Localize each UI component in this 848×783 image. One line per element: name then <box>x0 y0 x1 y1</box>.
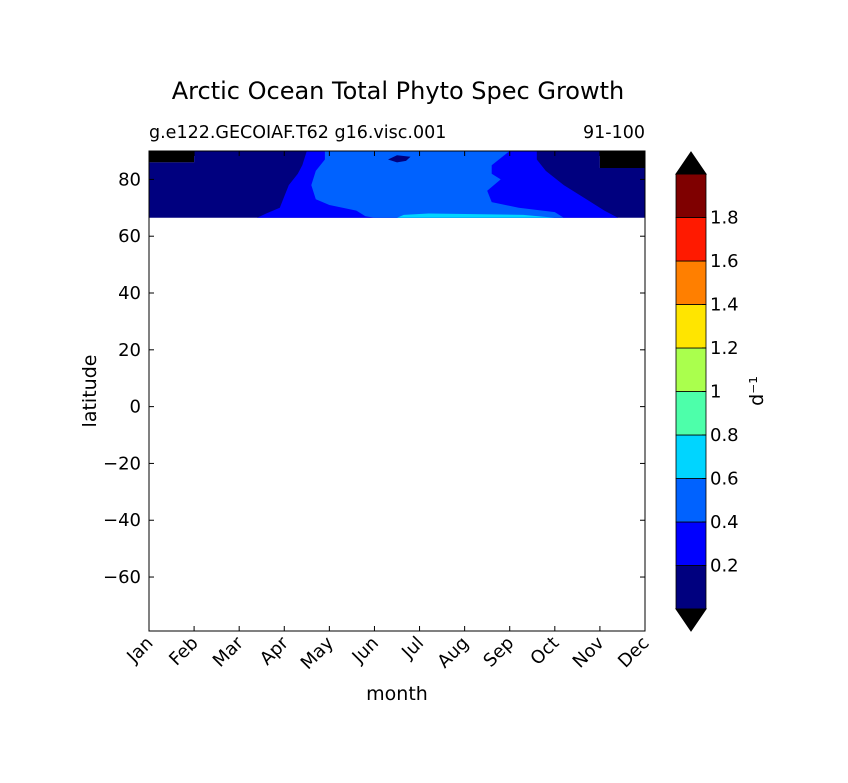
y-tick-label: 60 <box>118 226 141 247</box>
x-tick-label: Oct <box>526 633 563 670</box>
x-tick-label: Mar <box>209 632 248 671</box>
colorbar-under-arrow <box>675 608 707 632</box>
x-tick-label: Jul <box>397 633 428 664</box>
y-tick-label: −40 <box>103 510 141 531</box>
x-tick-label: Aug <box>433 633 473 673</box>
colorbar-tick-label: 1 <box>710 382 721 403</box>
colorbar-segment <box>675 217 707 262</box>
colorbar-segment <box>675 434 707 479</box>
colorbar-segment <box>675 304 707 349</box>
y-tick-label: 20 <box>118 340 141 361</box>
colorbar-tick-label: 0.6 <box>710 469 739 490</box>
x-tick-label: Apr <box>256 632 293 669</box>
contour-region-notch <box>388 155 411 163</box>
x-tick-label: Jan <box>122 633 157 668</box>
x-tick-label: Dec <box>614 633 653 672</box>
contour-region-corner-right <box>599 151 645 168</box>
chart-subtitle-right: 91-100 <box>583 123 645 143</box>
x-axis-label: month <box>366 683 428 705</box>
colorbar-segment <box>675 565 707 610</box>
y-tick-label: 80 <box>118 169 141 190</box>
contour-regions <box>149 151 645 218</box>
colorbar-tick-label: 1.6 <box>710 251 739 272</box>
colorbar-tick-label: 1.4 <box>710 295 739 316</box>
x-tick-label: Jun <box>348 633 383 668</box>
chart-title: Arctic Ocean Total Phyto Spec Growth <box>172 77 624 105</box>
colorbar-segment <box>675 521 707 566</box>
colorbar-segment <box>675 391 707 436</box>
plot-frame <box>148 150 646 632</box>
colorbar-tick-label: 0.4 <box>710 512 739 533</box>
colorbar-over-arrow <box>675 151 707 175</box>
x-tick-label: Sep <box>479 633 518 672</box>
colorbar-segment <box>675 260 707 305</box>
colorbar-tick-label: 0.8 <box>710 425 739 446</box>
y-tick-label: 0 <box>130 397 141 418</box>
colorbar-tick-label: 1.8 <box>710 208 739 229</box>
colorbar-tick-label: 1.2 <box>710 338 739 359</box>
contour-region-3 <box>311 151 564 218</box>
colorbar-label: d⁻¹ <box>746 376 768 406</box>
y-tick-label: −60 <box>103 567 141 588</box>
y-axis-ticks: 80 60 40 20 0 −20 −40 −60 <box>103 169 645 588</box>
colorbar: 0.2 0.4 0.6 0.8 1 1.2 1.4 1.6 1.8 <box>675 151 739 632</box>
y-tick-label: 40 <box>118 283 141 304</box>
contour-region-0 <box>149 151 195 163</box>
colorbar-segment <box>675 478 707 523</box>
contour-region-4 <box>397 213 555 218</box>
x-tick-label: Nov <box>569 632 609 672</box>
x-tick-label: Feb <box>165 633 202 670</box>
y-tick-label: −20 <box>103 453 141 474</box>
chart-subtitle-left: g.e122.GECOIAF.T62 g16.visc.001 <box>149 123 446 143</box>
plot-area: Jan Feb Mar Apr May Jun Jul Aug Sep Oct Nov Dec 80 6… <box>103 150 654 674</box>
colorbar-tick-label: 0.2 <box>710 556 739 577</box>
x-tick-label: May <box>297 632 338 673</box>
colorbar-segment <box>675 173 707 218</box>
colorbar-segment <box>675 347 707 392</box>
y-axis-label: latitude <box>79 355 101 428</box>
